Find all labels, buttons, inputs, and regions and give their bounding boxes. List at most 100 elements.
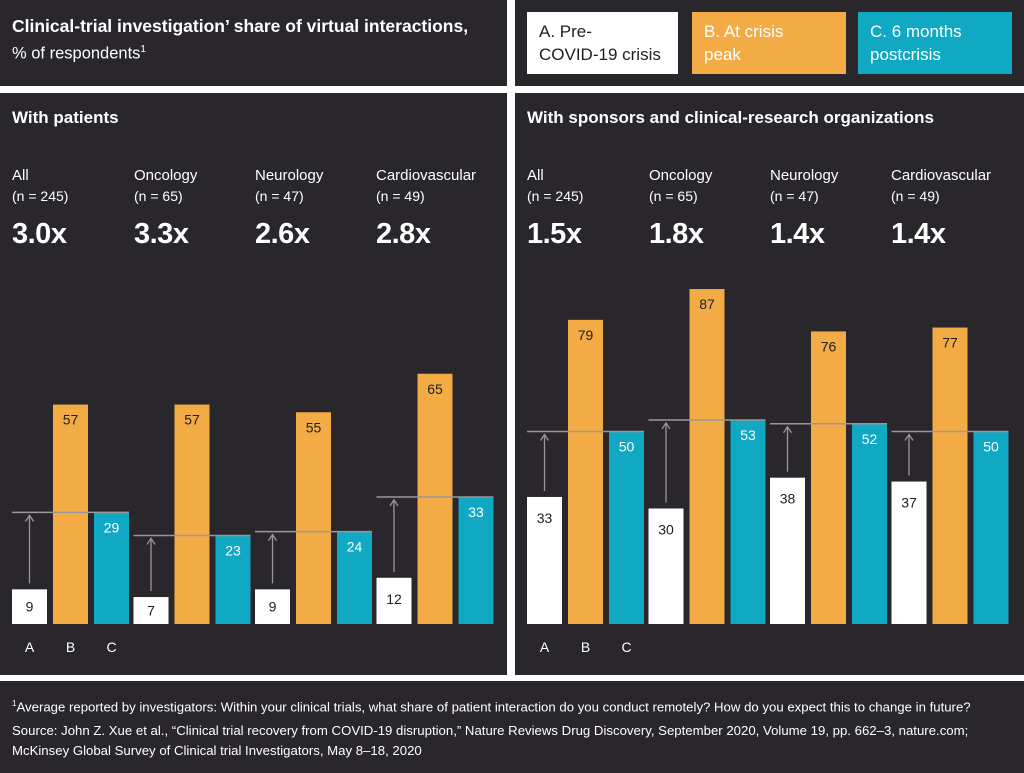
footnote-source: Source: John Z. Xue et al., “Clinical tr…	[12, 721, 1016, 761]
divider-horizontal-top	[0, 86, 1024, 93]
axis-series-letter: A	[25, 639, 35, 655]
bar-value-label: 87	[699, 296, 715, 312]
group-sample-size: (n = 47)	[255, 188, 304, 204]
bar-value-label: 24	[347, 539, 363, 555]
group-header-sponsors-oncology: Oncology (n = 65) 1.8x	[649, 166, 767, 251]
bar-value-label: 52	[862, 431, 878, 447]
group-name: Neurology	[770, 167, 839, 184]
group-sample-size: (n = 65)	[649, 188, 698, 204]
group-header-patients-cardiovascular: Cardiovascular (n = 49) 2.8x	[376, 166, 494, 251]
axis-series-letter: C	[621, 639, 631, 655]
bar	[417, 373, 453, 624]
bar-value-label: 12	[386, 591, 402, 607]
bar-value-label: 33	[537, 510, 553, 526]
axis-series-letter: C	[106, 639, 116, 655]
bar	[174, 404, 210, 624]
legend-pre-crisis: A. Pre- COVID-19 crisis	[527, 12, 678, 74]
group-sample-size: (n = 49)	[891, 188, 940, 204]
legend-pre-crisis-line1: A. Pre-	[539, 22, 592, 41]
group-name: Neurology	[255, 167, 324, 184]
bar	[458, 496, 494, 624]
group-sample-size: (n = 47)	[770, 188, 819, 204]
bar-value-label: 29	[104, 519, 120, 535]
chart-title: Clinical-trial investigation’ share of v…	[12, 14, 502, 66]
bar	[973, 431, 1009, 624]
change-arrow-head	[539, 433, 550, 441]
bar-value-label: 9	[26, 599, 34, 615]
group-name: All	[12, 167, 29, 184]
bar-value-label: 53	[740, 427, 756, 443]
bar	[648, 508, 684, 624]
group-multiplier: 1.8x	[649, 218, 704, 250]
bar	[215, 535, 251, 624]
bar-value-label: 77	[942, 335, 958, 351]
axis-series-letter: A	[540, 639, 550, 655]
footnote-question: 1Average reported by investigators: With…	[12, 694, 1016, 717]
change-arrow-head	[661, 421, 671, 430]
group-sample-size: (n = 245)	[527, 188, 584, 204]
bar	[689, 289, 725, 624]
bar-value-label: 55	[306, 419, 322, 435]
legend-pre-crisis-line2: COVID-19 crisis	[539, 45, 661, 64]
bar-value-label: 30	[658, 522, 674, 538]
group-header-patients-oncology: Oncology (n = 65) 3.3x	[134, 166, 252, 251]
bar-value-label: 57	[63, 412, 79, 428]
bar-value-label: 37	[901, 495, 917, 511]
footnote-source-line1: Source: John Z. Xue et al., “Clinical tr…	[12, 723, 969, 738]
bar-value-label: 9	[269, 599, 277, 615]
chart-title-main: Clinical-trial investigation’ share of v…	[12, 16, 469, 36]
axis-series-letter: B	[66, 639, 75, 655]
group-multiplier: 2.8x	[376, 218, 431, 250]
divider-vertical	[507, 0, 515, 680]
bar	[337, 531, 372, 624]
bar-value-label: 50	[619, 439, 635, 455]
bar	[53, 404, 88, 624]
group-name: Cardiovascular	[891, 167, 992, 184]
bar-value-label: 65	[427, 381, 443, 397]
footnote-source-line2: McKinsey Global Survey of Clinical trial…	[12, 743, 422, 758]
group-name: Oncology	[649, 167, 713, 184]
group-multiplier: 2.6x	[255, 218, 310, 250]
bar-value-label: 38	[780, 491, 796, 507]
group-name: Oncology	[134, 167, 198, 184]
group-multiplier: 1.4x	[770, 218, 825, 250]
panel-title-patients: With patients	[12, 108, 119, 127]
footnote-question-text: Average reported by investigators: Withi…	[16, 699, 971, 715]
bar	[770, 477, 805, 624]
change-arrow-head	[24, 514, 35, 522]
group-name: Cardiovascular	[376, 167, 477, 184]
legend-crisis-peak: B. At crisis peak	[692, 12, 846, 74]
legend-postcrisis: C. 6 months postcrisis	[858, 12, 1012, 74]
bar	[133, 597, 169, 624]
axis-series-letter: B	[581, 639, 590, 655]
group-multiplier: 3.3x	[134, 218, 189, 250]
legend-postcrisis-line2: postcrisis	[870, 45, 941, 64]
footnote-mark: 1	[12, 699, 17, 708]
bar-value-label: 33	[468, 504, 484, 520]
bar	[730, 419, 766, 624]
divider-horizontal-bottom	[0, 675, 1024, 681]
bar-value-label: 76	[821, 338, 837, 354]
change-arrow-head	[267, 533, 278, 541]
bar	[891, 481, 927, 624]
bar	[376, 577, 412, 624]
bar	[932, 327, 968, 624]
group-multiplier: 1.5x	[527, 218, 582, 250]
bar-value-label: 79	[578, 327, 594, 343]
group-header-sponsors-cardiovascular: Cardiovascular (n = 49) 1.4x	[891, 166, 1009, 251]
group-header-patients-all: All (n = 245) 3.0x	[12, 166, 130, 251]
bar-value-label: 57	[184, 412, 200, 428]
bar-value-label: 50	[983, 439, 999, 455]
chart-title-footnote-mark: 1	[140, 44, 146, 55]
group-multiplier: 3.0x	[12, 218, 67, 250]
chart-title-sub: % of respondents	[12, 44, 141, 63]
bar	[811, 331, 846, 624]
legend-postcrisis-line1: C. 6 months	[870, 22, 962, 41]
bar	[255, 589, 290, 624]
bar	[527, 496, 562, 624]
legend-crisis-peak-line2: peak	[704, 45, 741, 64]
change-arrow-head	[389, 498, 399, 507]
group-header-sponsors-all: All (n = 245) 1.5x	[527, 166, 645, 251]
group-multiplier: 1.4x	[891, 218, 946, 250]
